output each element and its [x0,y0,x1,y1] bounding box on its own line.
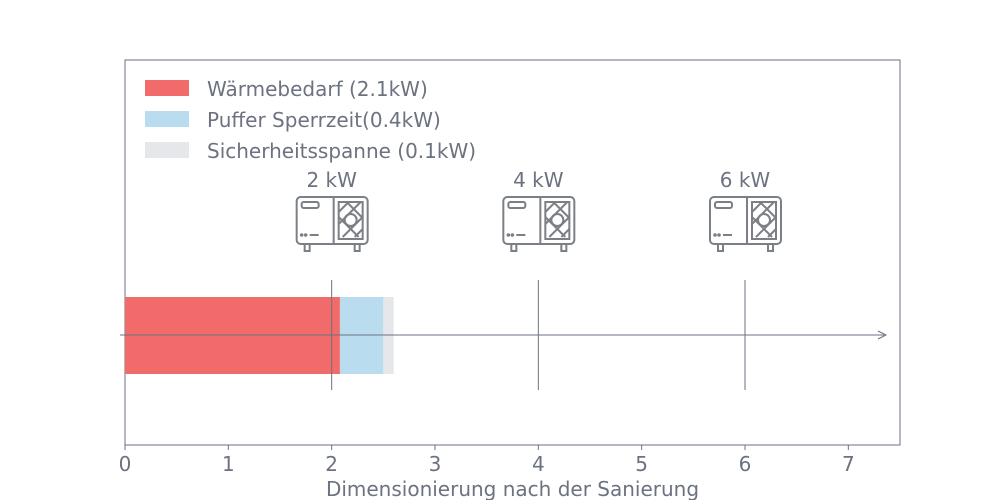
heat-pump-icon [295,196,369,252]
legend-label-0: Wärmebedarf (2.1kW) [207,77,428,101]
icon-foot-left [717,243,724,252]
icon-grille [337,201,364,240]
icon-hatch-6 [759,201,777,219]
legend-label-2: Sicherheitsspanne (0.1kW) [207,139,476,163]
icon-hatch-6 [345,201,364,219]
x-tick-label-5: 5 [635,452,648,476]
icon-foot-right [560,243,568,252]
x-tick-label-1: 1 [222,452,235,476]
capacity-markers: 2 kW 4 kW 6 kW [295,168,782,390]
icon-fan [343,213,358,227]
icon-dot-1 [299,233,304,237]
arrow-head [877,330,888,340]
icon-panel [300,201,320,209]
marker-label-0: 2 kW [306,168,357,192]
icon-panel [714,201,733,209]
icon-panel [507,201,527,209]
x-tick-label-2: 2 [325,452,338,476]
icon-grille [544,201,571,240]
icon-grille [751,201,777,240]
icon-hatch-5 [544,216,567,238]
icon-fan [550,213,565,227]
stacked-bar [120,297,888,374]
icon-body [502,196,576,245]
icon-foot-right [353,243,361,252]
icon-hatch-3 [548,216,571,238]
plot-border [124,59,901,446]
x-tick-label-3: 3 [429,452,442,476]
legend-swatch-2 [145,142,189,158]
icon-hatch-3 [341,216,364,238]
icon-hatch-3 [755,216,777,238]
legend-swatch-1 [145,111,189,127]
icon-dot-2 [510,233,515,237]
icon-hatch-5 [751,216,773,238]
marker-label-1: 4 kW [513,168,564,192]
icon-hatch-6 [552,201,571,219]
x-tick-label-4: 4 [532,452,545,476]
heat-pump-icon [502,196,576,252]
icon-fan [757,213,771,227]
icon-foot-right [767,243,774,252]
heat-pump-icon [709,196,782,252]
x-tick-label-0: 0 [119,452,132,476]
marker-label-2: 6 kW [720,168,771,192]
legend-label-1: Puffer Sperrzeit(0.4kW) [207,108,441,132]
icon-dot-1 [506,233,511,237]
icon-foot-left [303,243,311,252]
x-axis-ticks: 0 1 2 3 4 5 6 7 [119,445,855,476]
icon-dot-2 [717,233,721,237]
icon-foot-left [510,243,518,252]
legend-swatch-0 [145,80,189,96]
icon-hatch-5 [337,216,360,238]
legend: Wärmebedarf (2.1kW) Puffer Sperrzeit(0.4k… [145,77,476,163]
icon-body [295,196,369,245]
x-tick-label-7: 7 [842,452,855,476]
icon-dot-2 [303,233,308,237]
plot-frame [124,59,901,446]
x-axis-label: Dimensionierung nach der Sanierung [326,477,699,500]
icon-body [709,196,782,245]
x-tick-label-6: 6 [739,452,752,476]
icon-dot-1 [713,233,717,237]
